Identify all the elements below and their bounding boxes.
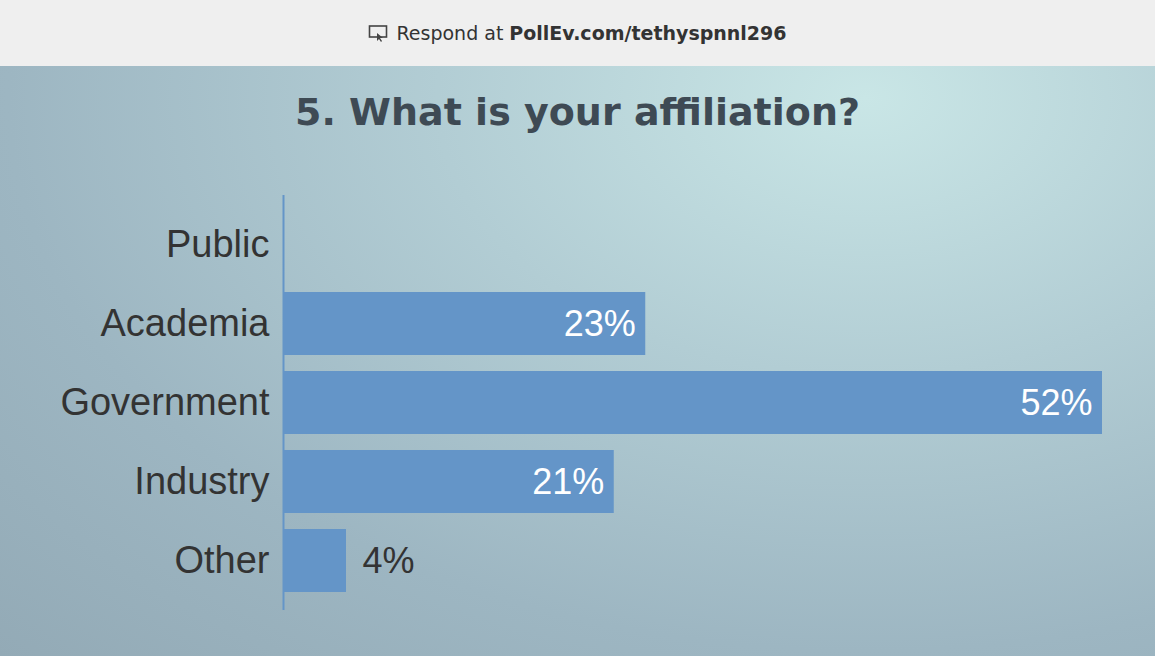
svg-text:23%: 23%: [564, 303, 636, 344]
svg-text:52%: 52%: [1020, 382, 1092, 423]
html-text:5. What is your affiliation?: 5. What is your affiliation?: [295, 90, 860, 134]
svg-text:Academia: Academia: [101, 302, 271, 344]
svg-text:4%: 4%: [363, 540, 415, 581]
svg-text:21%: 21%: [532, 461, 604, 502]
svg-text:Other: Other: [174, 539, 269, 581]
svg-text:Public: Public: [166, 223, 270, 265]
svg-text:Government: Government: [60, 381, 270, 423]
svg-text:Industry: Industry: [134, 460, 269, 502]
html-text:Respond at PollEv.com/tethyspn: Respond at PollEv.com/tethyspnnl296: [396, 22, 787, 44]
